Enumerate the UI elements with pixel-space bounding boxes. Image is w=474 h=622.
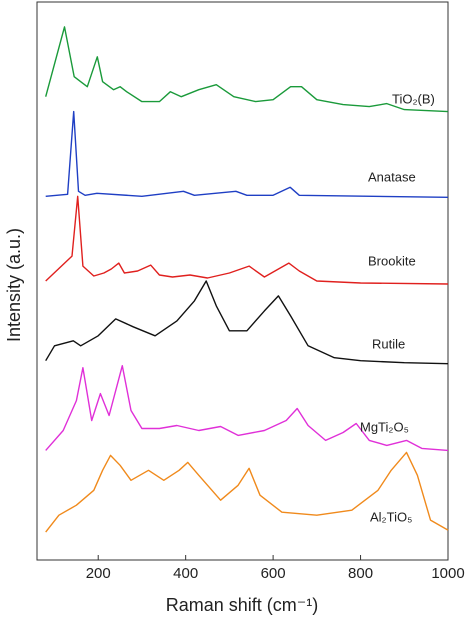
series-label: Anatase (368, 169, 416, 184)
series-label: Al₂TiO₅ (370, 509, 412, 524)
x-tick-label: 200 (86, 565, 111, 582)
spectrum-line (45, 26, 449, 113)
spectrum-line (45, 365, 449, 452)
series-label: Rutile (372, 336, 405, 351)
x-tick-label: 800 (348, 565, 373, 582)
spectrum-line (45, 195, 449, 285)
series-label: MgTi₂O₅ (360, 419, 409, 434)
spectrum-line (45, 280, 449, 365)
series-label: TiO₂(B) (392, 91, 435, 106)
x-tick-label: 1000 (431, 565, 464, 582)
x-tick-label: 600 (261, 565, 286, 582)
spectrum-line (45, 451, 449, 533)
x-axis-title: Raman shift (cm⁻¹) (166, 595, 319, 615)
y-axis-title: Intensity (a.u.) (4, 228, 24, 342)
series-label: Brookite (368, 253, 416, 268)
plot-frame (36, 1, 449, 561)
x-tick-label: 400 (173, 565, 198, 582)
spectrum-line (45, 110, 449, 198)
